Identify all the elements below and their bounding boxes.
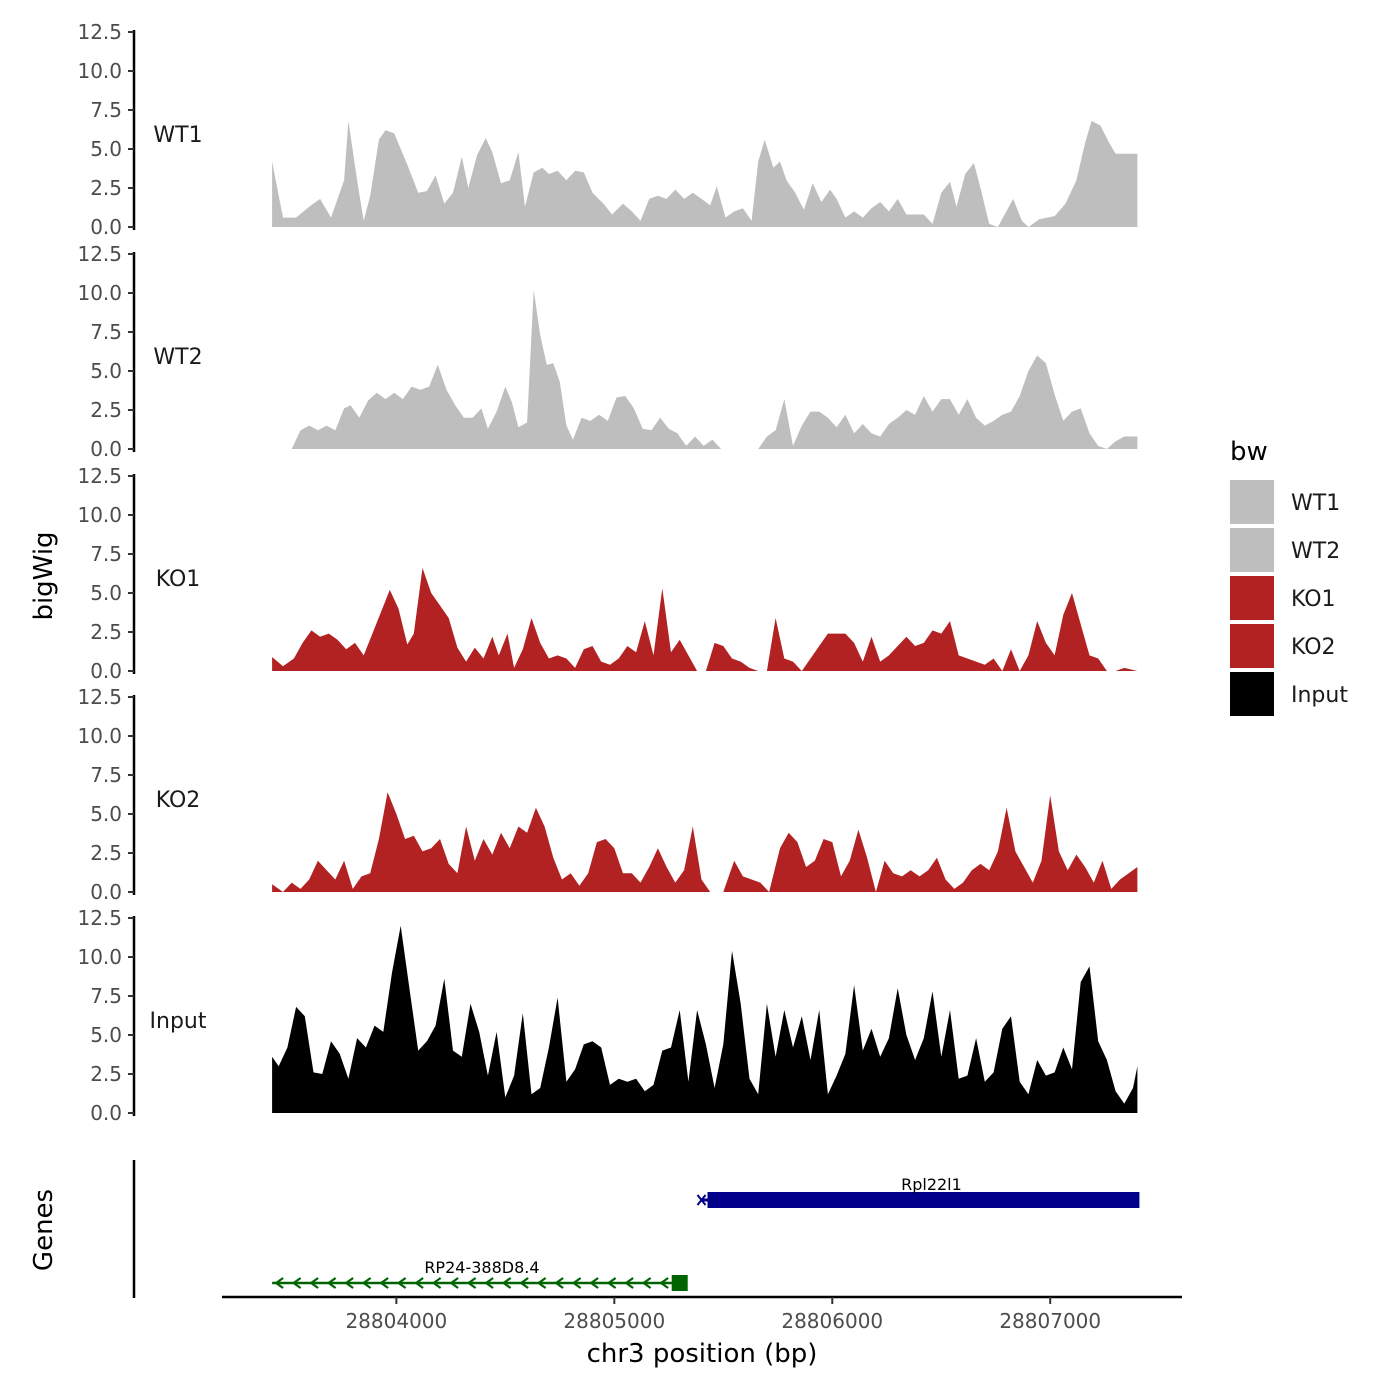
track-wt1: 0.0 2.5 5.0 7.5 10.0 12.5 WT1 [77, 20, 1138, 239]
x-tick-label: 28805000 [563, 1309, 665, 1333]
track-label-input: Input [150, 1009, 207, 1034]
gene-strand-arrow [396, 1277, 407, 1289]
legend-swatch-input [1230, 672, 1274, 716]
y-tick-label: 12.5 [77, 242, 122, 266]
tracks-layer: 0.0 2.5 5.0 7.5 10.0 12.5 WT1 0.0 2.5 5.0 7.5 10.0 1… [77, 20, 1138, 1125]
y-tick-label: 2.5 [90, 1062, 122, 1086]
coverage-area-ko1 [272, 568, 1138, 671]
gene-strand-arrow [309, 1277, 319, 1289]
gene-rp24-388d8.4: RP24-388D8.4 [272, 1258, 688, 1291]
gene-strand-arrow [659, 1277, 669, 1289]
y-tick-label: 7.5 [90, 984, 122, 1008]
track-label-wt1: WT1 [153, 123, 202, 148]
track-label-ko2: KO2 [156, 788, 201, 813]
y-tick-label: 7.5 [90, 542, 122, 566]
gene-strand-arrow [466, 1277, 477, 1289]
gene-strand-arrow [414, 1277, 424, 1289]
gene-strand-arrow [326, 1277, 337, 1289]
gene-strand-arrow [344, 1277, 354, 1289]
gene-strand-marker [696, 1194, 707, 1206]
legend-label-input: Input [1291, 683, 1348, 708]
gene-strand-arrow [379, 1277, 389, 1289]
legend-label-ko2: KO2 [1291, 635, 1336, 660]
gene-label: Rpl22l1 [901, 1175, 962, 1194]
y-tick-label: 5.0 [90, 802, 122, 826]
x-tick-label: 28807000 [999, 1309, 1101, 1333]
track-wt2: 0.0 2.5 5.0 7.5 10.0 12.5 WT2 [77, 242, 1138, 461]
track-label-ko1: KO1 [156, 567, 201, 592]
y-tick-label: 5.0 [90, 581, 122, 605]
y-tick-label: 10.0 [77, 724, 122, 748]
legend-swatch-ko1 [1230, 576, 1274, 620]
x-axis-title: chr3 position (bp) [587, 1339, 818, 1369]
y-tick-label: 12.5 [77, 20, 122, 44]
y-tick-label: 2.5 [90, 620, 122, 644]
legend-swatch-wt1 [1230, 480, 1274, 524]
gene-strand-arrow [361, 1277, 372, 1289]
y-tick-label: 5.0 [90, 1023, 122, 1047]
y-tick-label: 2.5 [90, 176, 122, 200]
gene-strand-arrow [519, 1277, 529, 1289]
y-tick-label: 5.0 [90, 359, 122, 383]
y-tick-label: 12.5 [77, 906, 122, 930]
coverage-area-wt2 [291, 289, 1138, 449]
gene-strand-arrow [536, 1277, 547, 1289]
genes-layer: 28804000 28805000 28806000 28807000 Rpl22l1 R… [132, 1160, 1182, 1333]
gene-strand-arrow [624, 1277, 634, 1289]
x-tick-label: 28806000 [781, 1309, 883, 1333]
legend-swatch-wt2 [1230, 528, 1274, 572]
gene-panel-title: Genes [29, 1189, 59, 1271]
y-tick-label: 10.0 [77, 945, 122, 969]
y-tick-label: 7.5 [90, 98, 122, 122]
track-input: 0.0 2.5 5.0 7.5 10.0 12.5 Input [77, 906, 1138, 1125]
y-tick-label: 2.5 [90, 398, 122, 422]
legend-label-wt2: WT2 [1291, 539, 1340, 564]
legend-swatch-ko2 [1230, 624, 1274, 668]
y-tick-label: 0.0 [90, 437, 122, 461]
coverage-area-input [272, 925, 1138, 1113]
gene-strand-arrow [501, 1277, 512, 1289]
gene-strand-arrow [449, 1277, 459, 1289]
gene-rpl22l1: Rpl22l1 [696, 1175, 1140, 1208]
coverage-area-wt1 [272, 120, 1138, 227]
gene-exon-block [671, 1275, 688, 1291]
y-tick-label: 10.0 [77, 503, 122, 527]
y-axis-title: bigWig [29, 531, 59, 620]
y-tick-label: 12.5 [77, 464, 122, 488]
gene-strand-arrow [641, 1277, 652, 1289]
gene-strand-arrow [554, 1277, 564, 1289]
y-tick-label: 10.0 [77, 281, 122, 305]
gene-strand-arrow [571, 1277, 582, 1289]
y-tick-label: 0.0 [90, 880, 122, 904]
legend-title: bw [1230, 437, 1268, 467]
legend-label-wt1: WT1 [1291, 491, 1340, 516]
legend: bw WT1 WT2 KO1 KO2 Input [1230, 437, 1348, 716]
x-tick-label: 28804000 [345, 1309, 447, 1333]
y-tick-label: 0.0 [90, 1101, 122, 1125]
y-tick-label: 5.0 [90, 137, 122, 161]
gene-strand-arrow [291, 1277, 302, 1289]
y-tick-label: 7.5 [90, 763, 122, 787]
y-tick-label: 10.0 [77, 59, 122, 83]
legend-label-ko1: KO1 [1291, 587, 1336, 612]
gene-strand-arrow [484, 1277, 494, 1289]
y-tick-label: 0.0 [90, 659, 122, 683]
y-tick-label: 7.5 [90, 320, 122, 344]
gene-strand-arrow [431, 1277, 442, 1289]
gene-strand-arrow [589, 1277, 599, 1289]
gene-exon-block [707, 1192, 1140, 1208]
y-tick-label: 12.5 [77, 685, 122, 709]
track-label-wt2: WT2 [153, 345, 202, 370]
track-ko1: 0.0 2.5 5.0 7.5 10.0 12.5 KO1 [77, 464, 1138, 683]
y-tick-label: 0.0 [90, 215, 122, 239]
gene-strand-arrow [274, 1277, 284, 1289]
gene-strand-arrow [606, 1277, 617, 1289]
y-tick-label: 2.5 [90, 841, 122, 865]
gene-label: RP24-388D8.4 [424, 1258, 539, 1277]
coverage-area-ko2 [272, 792, 1138, 892]
track-ko2: 0.0 2.5 5.0 7.5 10.0 12.5 KO2 [77, 685, 1138, 904]
